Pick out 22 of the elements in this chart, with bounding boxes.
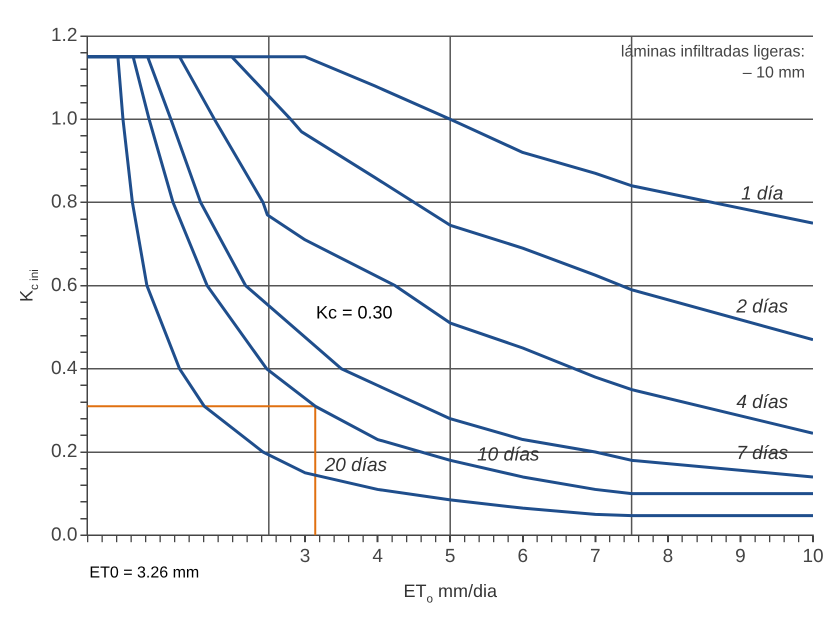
x-tick-label: 3: [300, 546, 310, 567]
x-tick-label: 6: [517, 546, 528, 567]
x-tick-label: 8: [662, 546, 674, 567]
y-axis-title: Kc ini: [16, 269, 41, 302]
series-label: 20 días: [324, 455, 388, 476]
x-tick-label: 10: [802, 546, 824, 567]
x-tick-label: 4: [372, 546, 384, 567]
y-tick-label: 0.4: [50, 358, 78, 380]
x-tick-label: 7: [590, 546, 601, 567]
x-tick-label: 5: [444, 546, 456, 567]
y-tick-label: 1.2: [50, 25, 78, 46]
y-tick-label: 0.8: [50, 192, 78, 213]
text: ET0 = 3.26 mm: [89, 564, 200, 582]
y-tick-label: 0.0: [50, 524, 78, 546]
series-label: 2 días: [735, 296, 789, 318]
annotation: Kc = 0.30: [316, 302, 393, 322]
y-tick-label: 1.0: [50, 108, 78, 130]
series-label: 4 días: [736, 392, 789, 413]
x-tick-label: 9: [735, 546, 746, 567]
y-tick-label: 0.2: [50, 441, 78, 462]
y-tick-label: 0.6: [50, 274, 78, 296]
series-label: 1 día: [741, 184, 784, 204]
